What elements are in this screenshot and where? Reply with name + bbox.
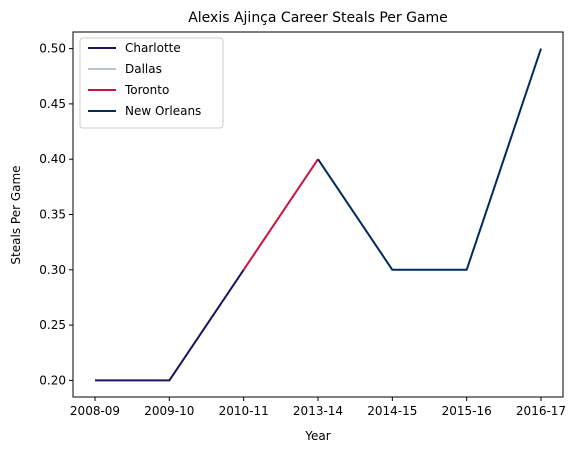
- series-line-toronto: [244, 159, 318, 270]
- y-tick-label: 0.40: [39, 152, 66, 166]
- x-tick-label: 2010-11: [219, 404, 269, 418]
- x-tick-label: 2013-14: [293, 404, 343, 418]
- y-tick-label: 0.25: [39, 318, 66, 332]
- y-tick-label: 0.30: [39, 263, 66, 277]
- y-axis-label: Steals Per Game: [9, 165, 23, 264]
- legend-label: Charlotte: [125, 41, 181, 55]
- chart-title: Alexis Ajinça Career Steals Per Game: [188, 10, 448, 26]
- y-tick-label: 0.50: [39, 42, 66, 56]
- y-tick-label: 0.45: [39, 97, 66, 111]
- x-tick-label: 2014-15: [367, 404, 417, 418]
- x-tick-label: 2015-16: [442, 404, 492, 418]
- series-line-charlotte: [95, 270, 244, 381]
- y-tick-label: 0.35: [39, 208, 66, 222]
- x-tick-label: 2016-17: [516, 404, 566, 418]
- x-tick-label: 2008-09: [70, 404, 120, 418]
- x-axis-label: Year: [304, 429, 330, 443]
- legend-label: New Orleans: [125, 104, 201, 118]
- legend-label: Dallas: [125, 62, 162, 76]
- legend-label: Toronto: [124, 83, 169, 97]
- y-tick-label: 0.20: [39, 373, 66, 387]
- x-tick-label: 2009-10: [144, 404, 194, 418]
- series-line-new-orleans: [318, 49, 541, 270]
